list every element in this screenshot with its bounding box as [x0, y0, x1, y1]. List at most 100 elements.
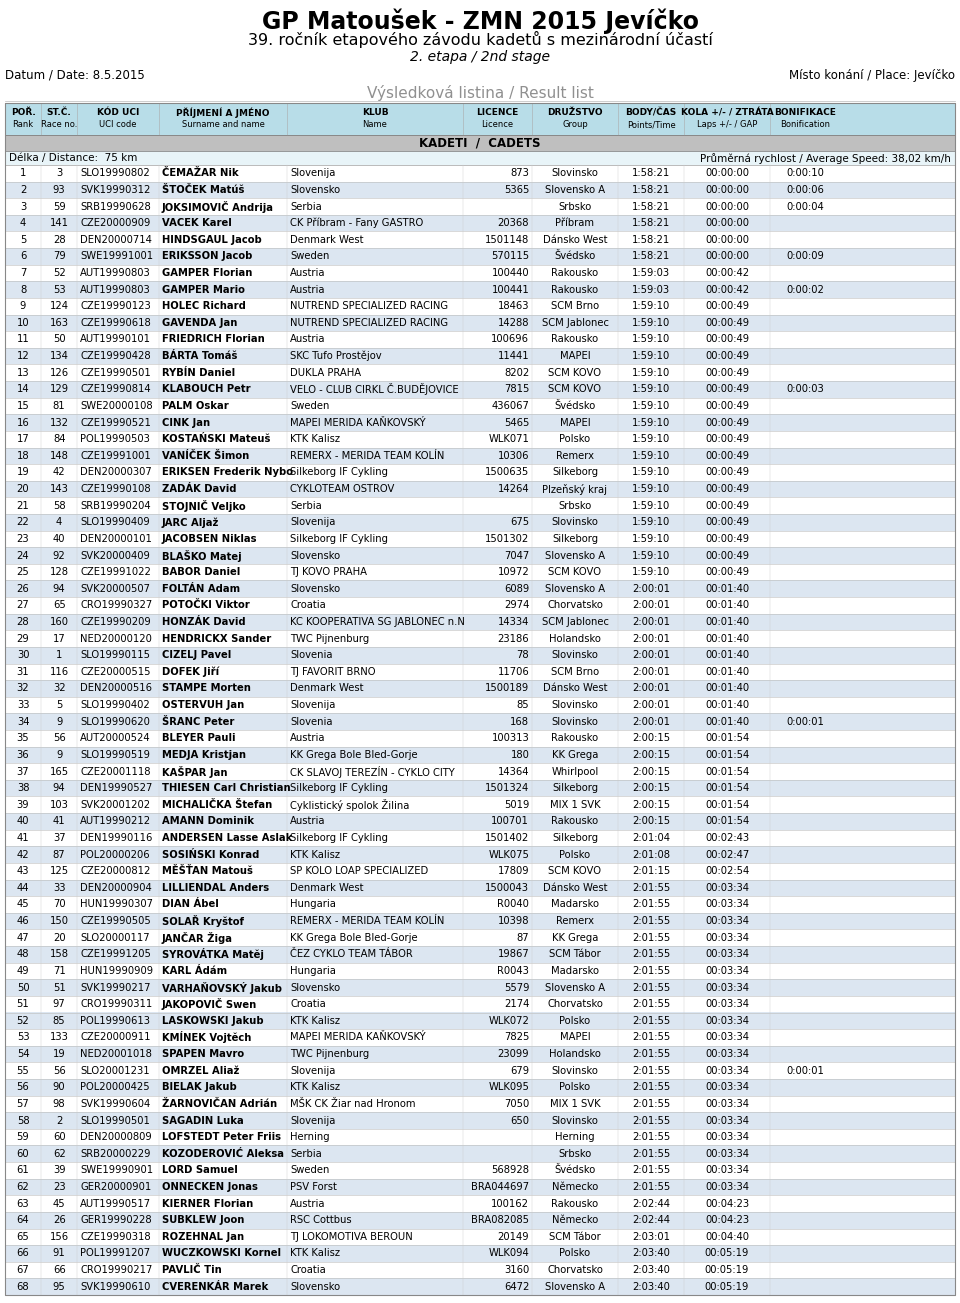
Text: PALM Oskar: PALM Oskar — [162, 401, 228, 410]
Text: DRUŽSTVO: DRUŽSTVO — [547, 108, 603, 117]
Text: 148: 148 — [50, 451, 68, 461]
Text: 81: 81 — [53, 401, 65, 410]
Text: AMANN Dominik: AMANN Dominik — [162, 817, 253, 826]
Text: 22: 22 — [16, 517, 30, 528]
Text: SPAPEN Mavro: SPAPEN Mavro — [162, 1049, 244, 1059]
Text: 41: 41 — [16, 833, 30, 843]
Text: 57: 57 — [16, 1098, 30, 1109]
Text: 23186: 23186 — [497, 633, 529, 644]
Text: ŠRANC Peter: ŠRANC Peter — [162, 717, 234, 727]
Text: 00:00:42: 00:00:42 — [705, 268, 749, 278]
Text: KÓD UCI: KÓD UCI — [97, 108, 139, 117]
Text: SCM Brno: SCM Brno — [551, 667, 599, 676]
Text: 2:01:15: 2:01:15 — [632, 866, 670, 876]
Text: 00:03:34: 00:03:34 — [705, 1049, 749, 1059]
Text: GER19990228: GER19990228 — [81, 1216, 152, 1225]
Bar — [5, 747, 955, 764]
Text: 2:00:01: 2:00:01 — [632, 584, 670, 594]
Text: SAGADIN Luka: SAGADIN Luka — [162, 1115, 244, 1126]
Text: OMRZEL Aliaž: OMRZEL Aliaž — [162, 1066, 239, 1076]
Text: LOFSTEDT Peter Friis: LOFSTEDT Peter Friis — [162, 1132, 281, 1143]
Text: Remerx: Remerx — [556, 916, 594, 926]
Text: CYKLOTEAM OSTROV: CYKLOTEAM OSTROV — [290, 483, 395, 494]
Bar — [5, 580, 955, 597]
Text: Sweden: Sweden — [290, 401, 329, 410]
Text: 00:00:49: 00:00:49 — [705, 351, 749, 361]
Text: KOLA +/- / ZTRÁTA: KOLA +/- / ZTRÁTA — [681, 108, 774, 117]
Text: 0:00:09: 0:00:09 — [786, 251, 825, 262]
Text: SCM Brno: SCM Brno — [551, 301, 599, 311]
Text: POŘ.: POŘ. — [11, 108, 36, 117]
Text: Německo: Německo — [552, 1182, 598, 1192]
Text: ERIKSSON Jacob: ERIKSSON Jacob — [162, 251, 252, 262]
Text: KAŠPAR Jan: KAŠPAR Jan — [162, 766, 228, 778]
Bar — [5, 136, 955, 151]
Bar — [5, 530, 955, 547]
Text: Silkeborg IF Cykling: Silkeborg IF Cykling — [290, 534, 388, 543]
Text: KTK Kalisz: KTK Kalisz — [290, 1083, 340, 1092]
Text: 570115: 570115 — [492, 251, 529, 262]
Text: SKC Tufo Prostějov: SKC Tufo Prostějov — [290, 351, 382, 361]
Text: 1:59:10: 1:59:10 — [632, 417, 670, 427]
Text: Hungaria: Hungaria — [290, 899, 336, 909]
Text: 00:03:34: 00:03:34 — [705, 1149, 749, 1158]
Text: 00:01:40: 00:01:40 — [705, 684, 749, 693]
Text: 91: 91 — [53, 1248, 65, 1259]
Text: SYROVÁTKA Matěj: SYROVÁTKA Matěj — [162, 949, 264, 960]
Text: 180: 180 — [511, 751, 529, 760]
Text: Slovensko: Slovensko — [290, 550, 340, 560]
Text: 94: 94 — [53, 584, 65, 594]
Text: 61: 61 — [16, 1165, 30, 1175]
Text: Datum / Date: 8.5.2015: Datum / Date: 8.5.2015 — [5, 69, 145, 82]
Text: Group: Group — [563, 120, 588, 129]
Text: WLK072: WLK072 — [489, 1016, 529, 1025]
Text: 11441: 11441 — [497, 351, 529, 361]
Text: 00:03:34: 00:03:34 — [705, 916, 749, 926]
Text: 2:01:04: 2:01:04 — [632, 833, 670, 843]
Text: 1500189: 1500189 — [485, 684, 529, 693]
Text: Rakousko: Rakousko — [551, 284, 599, 294]
Text: 64: 64 — [16, 1216, 30, 1225]
Text: 43: 43 — [17, 866, 30, 876]
Bar — [5, 1229, 955, 1246]
Text: MĚŠŤAN Matouš: MĚŠŤAN Matouš — [162, 866, 252, 876]
Text: 19867: 19867 — [497, 950, 529, 959]
Text: 141: 141 — [50, 218, 69, 228]
Text: ROZEHNAL Jan: ROZEHNAL Jan — [162, 1231, 244, 1242]
Text: CZE20000909: CZE20000909 — [81, 218, 151, 228]
Text: DEN20000101: DEN20000101 — [81, 534, 152, 543]
Text: KIERNER Florian: KIERNER Florian — [162, 1199, 253, 1209]
Text: ERIKSEN Frederik Nybo: ERIKSEN Frederik Nybo — [162, 468, 293, 477]
Bar — [5, 697, 955, 713]
Text: Slovensko A: Slovensko A — [545, 550, 605, 560]
Text: 00:01:40: 00:01:40 — [705, 633, 749, 644]
Text: 00:00:00: 00:00:00 — [705, 202, 749, 211]
Text: TJ FAVORIT BRNO: TJ FAVORIT BRNO — [290, 667, 375, 676]
Text: CZE19991022: CZE19991022 — [81, 567, 151, 577]
Text: 9: 9 — [56, 717, 62, 727]
Text: 00:00:00: 00:00:00 — [705, 218, 749, 228]
Text: DEN19990527: DEN19990527 — [81, 783, 153, 794]
Text: BLAŠKO Matej: BLAŠKO Matej — [162, 550, 242, 562]
Text: MAPEI MERIDA KAŇKOVSKÝ: MAPEI MERIDA KAŇKOVSKÝ — [290, 1032, 426, 1042]
Text: 2:00:15: 2:00:15 — [632, 734, 670, 743]
Text: 3: 3 — [20, 202, 26, 211]
Text: 7815: 7815 — [504, 384, 529, 395]
Text: 37: 37 — [16, 766, 30, 777]
Text: BRA044697: BRA044697 — [471, 1182, 529, 1192]
Text: SOSIŃSKI Konrad: SOSIŃSKI Konrad — [162, 850, 259, 860]
Text: 163: 163 — [50, 318, 69, 328]
Text: 00:00:00: 00:00:00 — [705, 235, 749, 245]
Text: AUT19990101: AUT19990101 — [81, 335, 151, 344]
Text: VARHAŇOVSKÝ Jakub: VARHAŇOVSKÝ Jakub — [162, 981, 282, 994]
Text: SVK20000507: SVK20000507 — [81, 584, 150, 594]
Text: JARC Aljaž: JARC Aljaž — [162, 517, 219, 528]
Text: 39. ročník etapového závodu kadetů s mezinárodní účastí: 39. ročník etapového závodu kadetů s mez… — [248, 31, 712, 48]
Text: VANÍČEK Šimon: VANÍČEK Šimon — [162, 451, 250, 461]
Text: 92: 92 — [53, 550, 65, 560]
Text: 2:01:55: 2:01:55 — [632, 883, 670, 893]
Text: 11: 11 — [16, 335, 30, 344]
Text: 10: 10 — [16, 318, 30, 328]
Text: SLO19990409: SLO19990409 — [81, 517, 150, 528]
Text: Místo konání / Place: Jevíčko: Místo konání / Place: Jevíčko — [789, 69, 955, 82]
